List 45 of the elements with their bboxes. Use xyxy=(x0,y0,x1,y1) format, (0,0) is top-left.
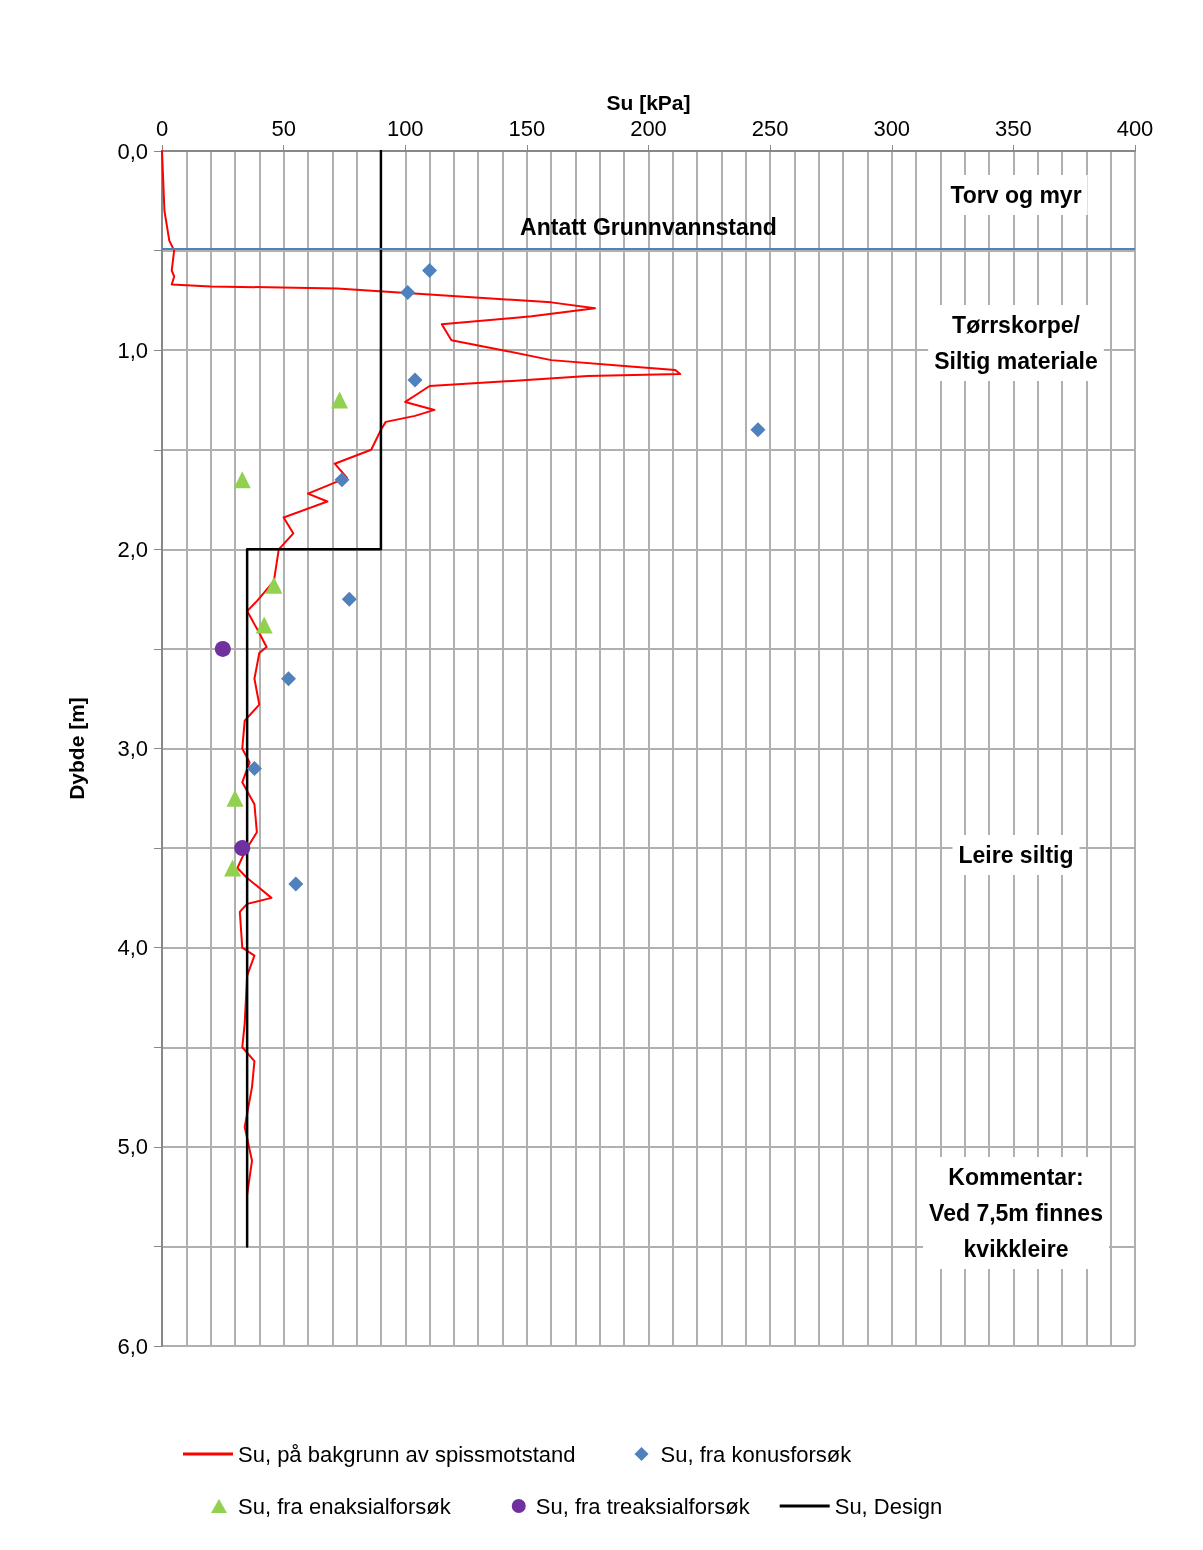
legend-label: Su, fra treaksialforsøk xyxy=(535,1493,751,1519)
x-tick-label: 0 xyxy=(155,115,169,141)
point xyxy=(280,671,296,687)
point xyxy=(234,840,251,857)
point xyxy=(255,616,273,634)
point xyxy=(750,422,766,438)
y-tick-label: 5,0 xyxy=(117,1134,148,1160)
legend-label: Su, fra konusforsøk xyxy=(660,1441,853,1467)
x-tick-label: 400 xyxy=(1116,115,1154,141)
x-axis-title: Su [kPa] xyxy=(606,91,691,114)
annotation: Kommentar: Ved 7,5m finnes kvikkleire xyxy=(929,1164,1103,1262)
point xyxy=(331,391,349,409)
point xyxy=(407,372,423,388)
point xyxy=(214,640,231,657)
x-tick-label: 350 xyxy=(995,115,1032,141)
point xyxy=(341,591,357,607)
x-tick-label: 100 xyxy=(386,115,424,141)
legend-label: Su, Design xyxy=(834,1493,943,1519)
y-tick-label: 6,0 xyxy=(117,1333,148,1359)
x-tick-label: 50 xyxy=(271,115,296,141)
point xyxy=(422,263,438,278)
y-axis-title: Dybde [m] xyxy=(65,697,88,800)
point xyxy=(246,760,262,776)
y-tick-label: 2,0 xyxy=(117,536,148,562)
x-tick-label: 150 xyxy=(508,115,546,141)
y-tick-label: 0,0 xyxy=(117,138,148,164)
annotation: Tørrskorpe/ Siltig materiale xyxy=(934,312,1098,374)
legend-label: Su, på bakgrunn av spissmotstand xyxy=(238,1441,576,1467)
point xyxy=(265,576,283,594)
legend-label: Su, fra enaksialforsøk xyxy=(238,1493,452,1519)
x-tick-label: 200 xyxy=(630,115,667,141)
point xyxy=(400,284,416,300)
x-tick-label: 300 xyxy=(873,115,911,141)
y-tick-label: 3,0 xyxy=(117,736,148,761)
point xyxy=(233,471,251,489)
y-tick-label: 4,0 xyxy=(117,935,148,961)
point xyxy=(334,472,350,488)
x-tick-label: 250 xyxy=(751,115,789,141)
point xyxy=(288,876,304,892)
y-tick-label: 1,0 xyxy=(117,337,148,363)
ref-line-label: Antatt Grunnvannstand xyxy=(520,214,777,241)
point xyxy=(224,859,242,877)
point xyxy=(226,789,244,807)
annotation: Leire siltig xyxy=(958,842,1074,868)
annotation: Torv og myr xyxy=(950,182,1082,208)
